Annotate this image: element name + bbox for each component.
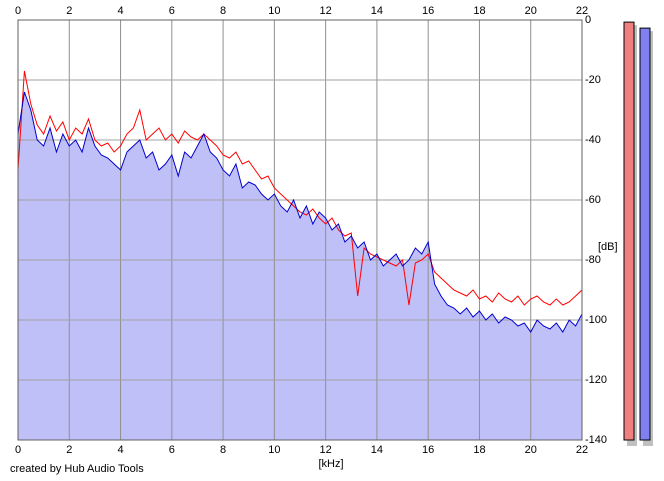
x-tick-label-top: 12 [320, 5, 332, 17]
x-tick-label-bottom: 0 [15, 444, 21, 456]
x-tick-label-top: 8 [220, 5, 226, 17]
spectrum-line [17, 91, 583, 333]
x-tick-label-top: 0 [15, 5, 21, 17]
x-tick-label-bottom: 8 [220, 444, 226, 456]
level-meter [623, 21, 635, 441]
y-tick-label: -140 [585, 434, 607, 446]
y-axis-label: [dB] [598, 241, 618, 253]
x-tick-label-bottom: 12 [320, 444, 332, 456]
credit: created by Hub Audio Tools [10, 463, 144, 475]
x-tick-label-top: 10 [268, 5, 280, 17]
x-tick-label-top: 18 [473, 5, 485, 17]
x-tick-label-bottom: 2 [66, 444, 72, 456]
x-tick-label-bottom: 4 [117, 444, 123, 456]
x-tick-label-top: 6 [169, 5, 175, 17]
y-tick-label: -60 [585, 194, 601, 206]
x-tick-label-top: 14 [371, 5, 383, 17]
y-tick-label: -20 [585, 74, 601, 86]
x-tick-label-bottom: 14 [371, 444, 383, 456]
x-tick-label-top: 20 [525, 5, 537, 17]
x-tick-label-top: 22 [576, 5, 588, 17]
y-tick-label: -80 [585, 254, 601, 266]
y-tick-label: 0 [585, 14, 591, 26]
x-tick-label-bottom: 20 [525, 444, 537, 456]
y-tick-label: -40 [585, 134, 601, 146]
x-tick-label-bottom: 22 [576, 444, 588, 456]
x-tick-label-bottom: 10 [268, 444, 280, 456]
x-tick-label-top: 2 [66, 5, 72, 17]
x-tick-label-bottom: 16 [422, 444, 434, 456]
spectrum-area [18, 92, 582, 440]
level-meter [639, 27, 651, 441]
plot-frame [17, 19, 583, 441]
x-tick-label-bottom: 18 [473, 444, 485, 456]
x-axis-label: [kHz] [318, 458, 343, 470]
x-tick-label-top: 4 [117, 5, 123, 17]
y-tick-label: -100 [585, 314, 607, 326]
x-tick-label-top: 16 [422, 5, 434, 17]
spectrum-line [17, 70, 583, 306]
y-tick-label: -120 [585, 374, 607, 386]
x-tick-label-bottom: 6 [169, 444, 175, 456]
